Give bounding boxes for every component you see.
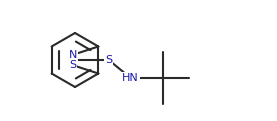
- Text: S: S: [69, 60, 76, 70]
- Text: N: N: [68, 50, 77, 60]
- Text: HN: HN: [122, 73, 139, 83]
- Text: S: S: [105, 55, 112, 65]
